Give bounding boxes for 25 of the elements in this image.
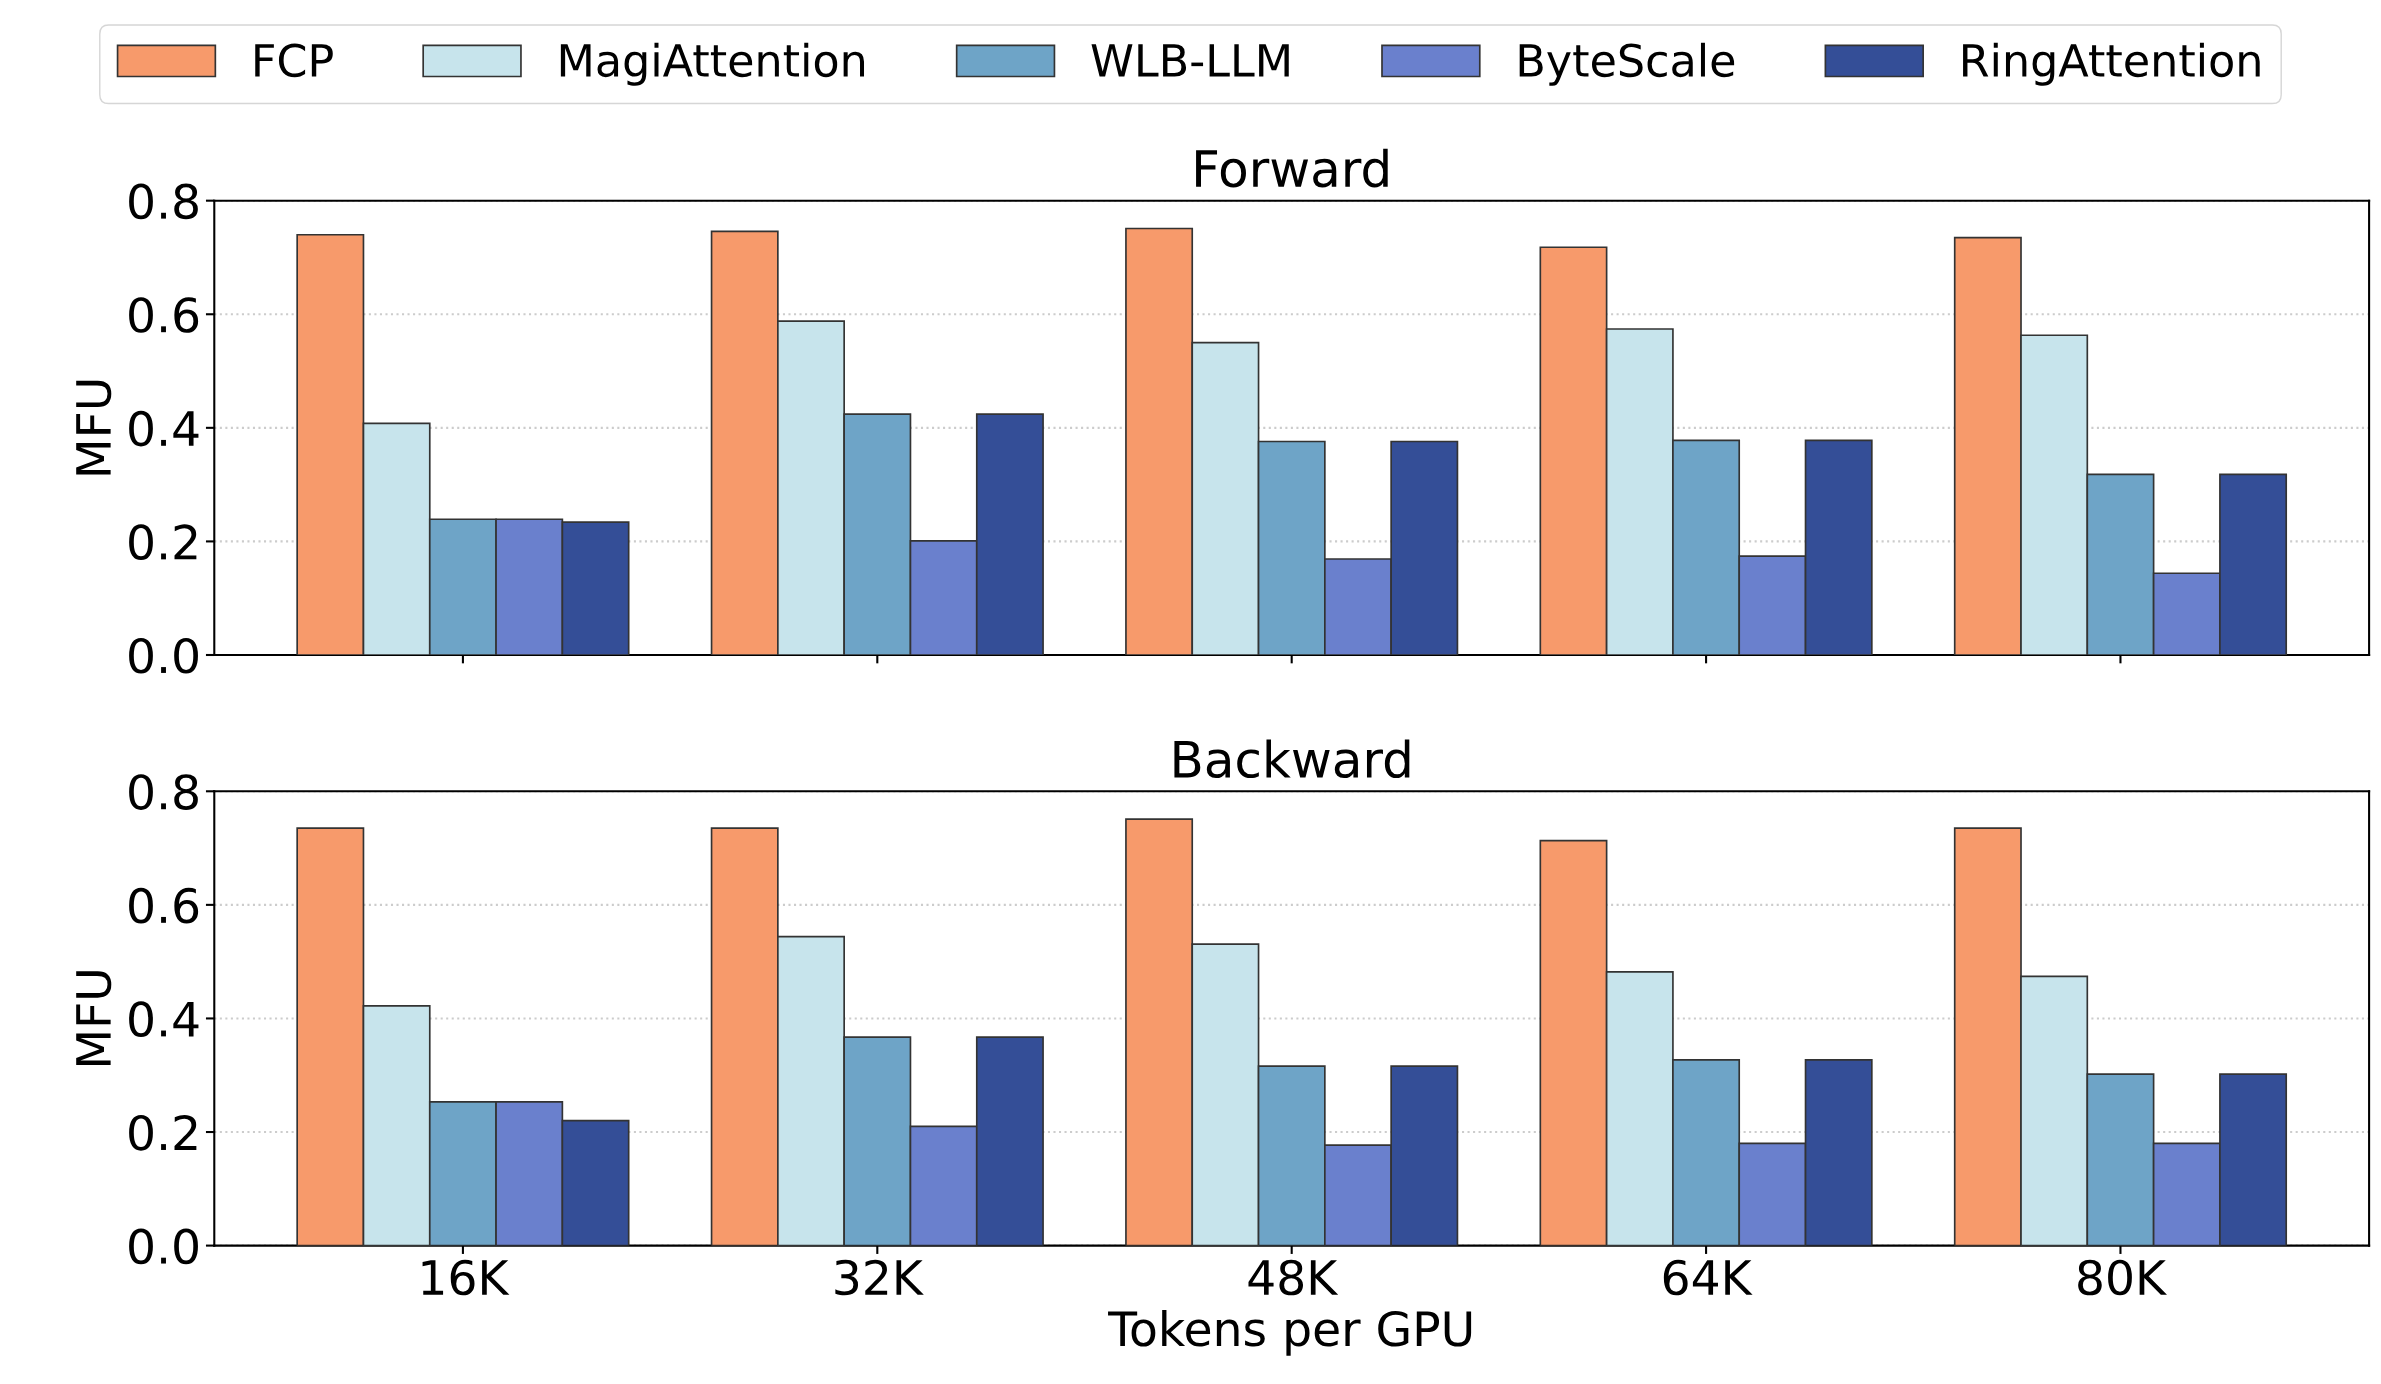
- y-tick-label: 0.8: [129, 183, 198, 220]
- y-axis-title: MFU: [76, 971, 112, 1066]
- y-tick-label: 0.6: [129, 887, 199, 924]
- x-tick-label: 48K: [1248, 1259, 1339, 1296]
- y-tick-label: 0.0: [129, 637, 198, 674]
- x-tick-label: 64K: [1663, 1259, 1753, 1296]
- legend-label: RingAttention: [1963, 42, 2260, 86]
- x-tick-label: 16K: [422, 1259, 510, 1296]
- x-axis-title: Tokens per GPU: [1108, 1310, 1472, 1356]
- x-tick-label: 32K: [835, 1259, 924, 1296]
- y-tick-label: 0.2: [129, 524, 197, 561]
- legend-label: ByteScale: [1519, 42, 1735, 86]
- y-axis-title: MFU: [76, 380, 112, 475]
- y-tick-label: 0.2: [129, 1114, 197, 1151]
- x-tick-label: 80K: [2078, 1259, 2167, 1296]
- y-tick-label: 0.8: [129, 774, 198, 810]
- y-tick-label: 0.4: [129, 1001, 199, 1038]
- chart-title: Forward: [1196, 148, 1388, 188]
- legend-label: MagiAttention: [560, 42, 865, 86]
- legend-label: FCP: [255, 43, 333, 78]
- y-tick-label: 0.6: [129, 297, 199, 333]
- y-tick-label: 0.4: [129, 410, 199, 447]
- y-tick-label: 0.0: [129, 1228, 198, 1265]
- chart-title: Backward: [1174, 739, 1410, 779]
- legend-label: WLB-LLM: [1091, 44, 1289, 77]
